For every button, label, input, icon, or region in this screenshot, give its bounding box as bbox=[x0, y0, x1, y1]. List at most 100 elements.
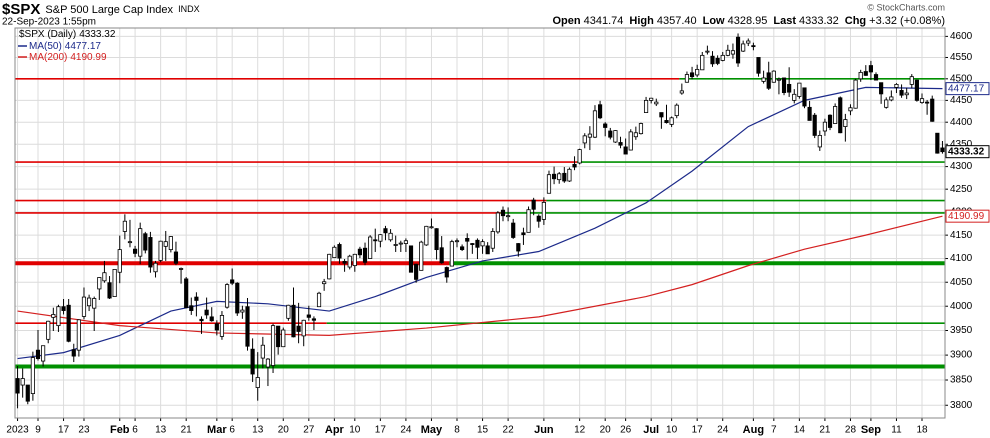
quote-value: +3.32 (+0.08%) bbox=[869, 15, 945, 27]
candle-body bbox=[827, 114, 833, 128]
candle-body bbox=[204, 309, 209, 316]
candle-body bbox=[802, 87, 807, 107]
candle-body bbox=[720, 54, 725, 61]
candle-body bbox=[393, 244, 398, 246]
candle-body bbox=[71, 349, 76, 357]
y-tick-label: 3800 bbox=[950, 400, 973, 411]
candle-body bbox=[684, 74, 690, 83]
candle-body bbox=[582, 135, 587, 144]
candle-body bbox=[919, 98, 925, 103]
y-tick-label: 4250 bbox=[950, 184, 973, 195]
quote-label: Last bbox=[773, 15, 796, 27]
plot-frame bbox=[14, 27, 946, 419]
candle-body bbox=[531, 199, 536, 210]
candle-body bbox=[322, 281, 327, 285]
candle-body bbox=[771, 70, 776, 83]
y-tick-label: 4550 bbox=[950, 52, 973, 63]
candle-body bbox=[465, 238, 470, 242]
quote-value: 4328.95 bbox=[728, 15, 768, 27]
candle-body bbox=[301, 319, 306, 337]
x-tick-label: Jun bbox=[534, 424, 554, 436]
candle-body bbox=[15, 378, 20, 394]
candle-body bbox=[143, 233, 148, 251]
y-tick-label: 3900 bbox=[950, 350, 973, 361]
x-tick-label: 6 bbox=[132, 425, 138, 436]
candle-body bbox=[230, 279, 235, 284]
y-tick-label: 4000 bbox=[950, 301, 973, 312]
candle-body bbox=[414, 263, 419, 280]
candle-body bbox=[884, 99, 889, 108]
candle-body bbox=[848, 107, 853, 112]
candle-body bbox=[281, 329, 286, 348]
candle-body bbox=[127, 241, 133, 244]
candle-body bbox=[516, 243, 521, 252]
candle-body bbox=[572, 163, 577, 168]
candle-body bbox=[889, 96, 894, 101]
candle-body bbox=[87, 297, 92, 307]
candle-body bbox=[649, 97, 654, 101]
candle-body bbox=[674, 104, 679, 117]
quote-label: Chg bbox=[845, 15, 866, 27]
candle-body bbox=[710, 55, 715, 65]
y-tick-label: 4450 bbox=[950, 95, 973, 106]
candle-body bbox=[562, 172, 567, 182]
value-box-label: 4477.17 bbox=[948, 83, 985, 94]
candle-body bbox=[224, 284, 230, 308]
candle-body bbox=[388, 232, 393, 241]
candle-body bbox=[679, 90, 684, 94]
candle-body bbox=[756, 57, 761, 74]
legend-value: 4333.32 bbox=[79, 29, 116, 40]
candle-body bbox=[490, 231, 495, 249]
candle-body bbox=[398, 242, 403, 245]
legend-item: $SPX (Daily) 4333.32 bbox=[19, 29, 116, 40]
candle-body bbox=[403, 240, 408, 244]
candle-body bbox=[470, 243, 475, 245]
candle-body bbox=[659, 112, 664, 118]
quote-value: 4357.40 bbox=[657, 15, 697, 27]
y-tick-label: 3850 bbox=[950, 375, 973, 386]
candle-body bbox=[628, 131, 633, 151]
candle-body bbox=[894, 83, 899, 88]
candle-body bbox=[219, 315, 225, 337]
x-tick-label: 20 bbox=[600, 425, 612, 436]
candle-body bbox=[199, 318, 204, 322]
candle-body bbox=[914, 79, 919, 101]
quote-label: High bbox=[629, 15, 654, 27]
candle-body bbox=[56, 306, 61, 327]
x-tick-label: 26 bbox=[620, 425, 632, 436]
candle-body bbox=[797, 82, 802, 97]
candle-body bbox=[454, 240, 460, 243]
plot-area: 3800385039003950400040504100415042004250… bbox=[6, 27, 990, 436]
candle-body bbox=[138, 228, 143, 257]
candle-body bbox=[316, 292, 322, 308]
y-tick-label: 3950 bbox=[950, 325, 973, 336]
x-tick-label: Apr bbox=[325, 424, 345, 436]
x-tick-label: 24 bbox=[717, 425, 729, 436]
candle-body bbox=[669, 117, 674, 125]
candle-body bbox=[485, 245, 490, 255]
description: S&P 500 Large Cap Index bbox=[45, 4, 173, 16]
x-tick-label: 21 bbox=[181, 425, 193, 436]
candle-body bbox=[163, 241, 168, 247]
y-tick-label: 4400 bbox=[950, 117, 973, 128]
candle-body bbox=[557, 173, 562, 181]
symbol: $SPX bbox=[2, 1, 40, 18]
candle-body bbox=[25, 384, 30, 402]
candle-body bbox=[853, 79, 858, 109]
y-tick-label: 4100 bbox=[950, 253, 973, 264]
candle-body bbox=[92, 298, 97, 309]
candle-body bbox=[521, 232, 526, 236]
x-tick-label: 2023 bbox=[6, 425, 29, 436]
x-tick-label: Feb bbox=[110, 424, 130, 436]
y-tick-label: 4150 bbox=[950, 230, 973, 241]
quote-value: 4333.32 bbox=[799, 15, 839, 27]
candle-body bbox=[408, 245, 414, 273]
x-tick-label: 15 bbox=[477, 425, 489, 436]
legend-item: MA(200) 4190.99 bbox=[29, 52, 107, 63]
candle-body bbox=[153, 262, 158, 273]
candle-body bbox=[935, 132, 940, 154]
candle-body bbox=[30, 357, 35, 395]
candle-body bbox=[97, 277, 102, 290]
value-box-label: 4190.99 bbox=[948, 211, 985, 222]
